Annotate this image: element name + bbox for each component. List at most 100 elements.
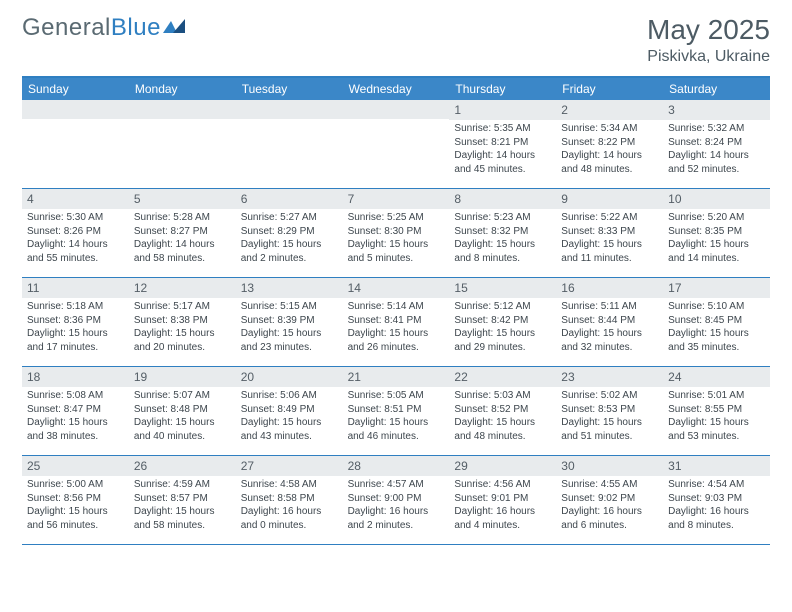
day-cell: 13Sunrise: 5:15 AMSunset: 8:39 PMDayligh… — [236, 278, 343, 366]
daylight-text: Daylight: 15 hours and 29 minutes. — [454, 327, 551, 354]
week-row: 1Sunrise: 5:35 AMSunset: 8:21 PMDaylight… — [22, 100, 770, 189]
day-cell: 24Sunrise: 5:01 AMSunset: 8:55 PMDayligh… — [663, 367, 770, 455]
day-detail: Sunrise: 5:18 AMSunset: 8:36 PMDaylight:… — [22, 298, 129, 358]
sunset-text: Sunset: 8:55 PM — [668, 403, 765, 417]
day-cell: 28Sunrise: 4:57 AMSunset: 9:00 PMDayligh… — [343, 456, 450, 544]
day-cell: 18Sunrise: 5:08 AMSunset: 8:47 PMDayligh… — [22, 367, 129, 455]
location: Piskivka, Ukraine — [647, 48, 770, 66]
day-detail: Sunrise: 4:56 AMSunset: 9:01 PMDaylight:… — [449, 476, 556, 536]
day-detail: Sunrise: 5:25 AMSunset: 8:30 PMDaylight:… — [343, 209, 450, 269]
sunrise-text: Sunrise: 5:30 AM — [27, 211, 124, 225]
dow-row: Sunday Monday Tuesday Wednesday Thursday… — [22, 78, 770, 100]
day-cell: 1Sunrise: 5:35 AMSunset: 8:21 PMDaylight… — [449, 100, 556, 188]
sunset-text: Sunset: 8:58 PM — [241, 492, 338, 506]
sunset-text: Sunset: 9:00 PM — [348, 492, 445, 506]
sunrise-text: Sunrise: 5:07 AM — [134, 389, 231, 403]
day-number: 15 — [449, 278, 556, 298]
day-number: 5 — [129, 189, 236, 209]
sunset-text: Sunset: 8:51 PM — [348, 403, 445, 417]
day-number: 22 — [449, 367, 556, 387]
day-cell: 4Sunrise: 5:30 AMSunset: 8:26 PMDaylight… — [22, 189, 129, 277]
day-detail: Sunrise: 5:01 AMSunset: 8:55 PMDaylight:… — [663, 387, 770, 447]
daylight-text: Daylight: 16 hours and 6 minutes. — [561, 505, 658, 532]
day-cell: 2Sunrise: 5:34 AMSunset: 8:22 PMDaylight… — [556, 100, 663, 188]
sunrise-text: Sunrise: 5:08 AM — [27, 389, 124, 403]
sunrise-text: Sunrise: 5:02 AM — [561, 389, 658, 403]
logo-text-blue: Blue — [111, 14, 161, 42]
day-detail: Sunrise: 5:22 AMSunset: 8:33 PMDaylight:… — [556, 209, 663, 269]
sunrise-text: Sunrise: 5:28 AM — [134, 211, 231, 225]
day-number: 1 — [449, 100, 556, 120]
daylight-text: Daylight: 15 hours and 43 minutes. — [241, 416, 338, 443]
day-detail: Sunrise: 5:17 AMSunset: 8:38 PMDaylight:… — [129, 298, 236, 358]
sunset-text: Sunset: 9:02 PM — [561, 492, 658, 506]
day-number: 25 — [22, 456, 129, 476]
day-detail: Sunrise: 5:12 AMSunset: 8:42 PMDaylight:… — [449, 298, 556, 358]
day-cell: 11Sunrise: 5:18 AMSunset: 8:36 PMDayligh… — [22, 278, 129, 366]
sunset-text: Sunset: 8:39 PM — [241, 314, 338, 328]
day-detail: Sunrise: 5:07 AMSunset: 8:48 PMDaylight:… — [129, 387, 236, 447]
day-detail: Sunrise: 5:15 AMSunset: 8:39 PMDaylight:… — [236, 298, 343, 358]
sunset-text: Sunset: 8:41 PM — [348, 314, 445, 328]
day-number: 19 — [129, 367, 236, 387]
sunset-text: Sunset: 8:42 PM — [454, 314, 551, 328]
sunset-text: Sunset: 8:38 PM — [134, 314, 231, 328]
day-number: 30 — [556, 456, 663, 476]
sunset-text: Sunset: 8:47 PM — [27, 403, 124, 417]
sunrise-text: Sunrise: 5:12 AM — [454, 300, 551, 314]
sunrise-text: Sunrise: 5:17 AM — [134, 300, 231, 314]
sunrise-text: Sunrise: 5:32 AM — [668, 122, 765, 136]
day-cell: 30Sunrise: 4:55 AMSunset: 9:02 PMDayligh… — [556, 456, 663, 544]
week-row: 4Sunrise: 5:30 AMSunset: 8:26 PMDaylight… — [22, 189, 770, 278]
day-cell: 29Sunrise: 4:56 AMSunset: 9:01 PMDayligh… — [449, 456, 556, 544]
sunset-text: Sunset: 8:21 PM — [454, 136, 551, 150]
day-detail: Sunrise: 5:32 AMSunset: 8:24 PMDaylight:… — [663, 120, 770, 180]
logo: GeneralBlue — [22, 14, 185, 42]
daylight-text: Daylight: 15 hours and 35 minutes. — [668, 327, 765, 354]
sunrise-text: Sunrise: 4:59 AM — [134, 478, 231, 492]
sunrise-text: Sunrise: 5:00 AM — [27, 478, 124, 492]
day-number: 7 — [343, 189, 450, 209]
day-detail: Sunrise: 4:57 AMSunset: 9:00 PMDaylight:… — [343, 476, 450, 536]
sunrise-text: Sunrise: 5:01 AM — [668, 389, 765, 403]
day-cell: 17Sunrise: 5:10 AMSunset: 8:45 PMDayligh… — [663, 278, 770, 366]
daylight-text: Daylight: 16 hours and 4 minutes. — [454, 505, 551, 532]
day-cell: 31Sunrise: 4:54 AMSunset: 9:03 PMDayligh… — [663, 456, 770, 544]
sunrise-text: Sunrise: 5:15 AM — [241, 300, 338, 314]
week-row: 11Sunrise: 5:18 AMSunset: 8:36 PMDayligh… — [22, 278, 770, 367]
sunset-text: Sunset: 8:36 PM — [27, 314, 124, 328]
dow-wed: Wednesday — [343, 78, 450, 100]
daylight-text: Daylight: 14 hours and 58 minutes. — [134, 238, 231, 265]
day-cell: 22Sunrise: 5:03 AMSunset: 8:52 PMDayligh… — [449, 367, 556, 455]
day-number — [343, 100, 450, 119]
day-number — [129, 100, 236, 119]
day-cell: 21Sunrise: 5:05 AMSunset: 8:51 PMDayligh… — [343, 367, 450, 455]
day-cell: 7Sunrise: 5:25 AMSunset: 8:30 PMDaylight… — [343, 189, 450, 277]
sunset-text: Sunset: 8:33 PM — [561, 225, 658, 239]
day-number: 27 — [236, 456, 343, 476]
daylight-text: Daylight: 15 hours and 17 minutes. — [27, 327, 124, 354]
day-cell — [343, 100, 450, 188]
dow-fri: Friday — [556, 78, 663, 100]
day-detail: Sunrise: 5:30 AMSunset: 8:26 PMDaylight:… — [22, 209, 129, 269]
daylight-text: Daylight: 15 hours and 46 minutes. — [348, 416, 445, 443]
daylight-text: Daylight: 15 hours and 14 minutes. — [668, 238, 765, 265]
sunrise-text: Sunrise: 4:57 AM — [348, 478, 445, 492]
day-cell: 8Sunrise: 5:23 AMSunset: 8:32 PMDaylight… — [449, 189, 556, 277]
month-title: May 2025 — [647, 14, 770, 46]
sunrise-text: Sunrise: 5:34 AM — [561, 122, 658, 136]
sunset-text: Sunset: 8:56 PM — [27, 492, 124, 506]
day-detail: Sunrise: 5:28 AMSunset: 8:27 PMDaylight:… — [129, 209, 236, 269]
sunrise-text: Sunrise: 4:56 AM — [454, 478, 551, 492]
daylight-text: Daylight: 15 hours and 5 minutes. — [348, 238, 445, 265]
sunrise-text: Sunrise: 5:23 AM — [454, 211, 551, 225]
sunrise-text: Sunrise: 5:10 AM — [668, 300, 765, 314]
week-row: 25 Sunrise: 5:00 AMSunset: 8:56 PM Dayligh… — [22, 456, 770, 545]
day-cell: 9Sunrise: 5:22 AMSunset: 8:33 PMDaylight… — [556, 189, 663, 277]
day-detail: Sunrise: 5:35 AMSunset: 8:21 PMDaylight:… — [449, 120, 556, 180]
day-detail: Sunrise: 5:11 AMSunset: 8:44 PMDaylight:… — [556, 298, 663, 358]
daylight-text: Daylight: 15 hours and 26 minutes. — [348, 327, 445, 354]
sunset-text: Sunset: 8:32 PM — [454, 225, 551, 239]
day-detail: Sunrise: 5:14 AMSunset: 8:41 PMDaylight:… — [343, 298, 450, 358]
daylight-text: Daylight: 15 hours and 58 minutes. — [134, 505, 231, 532]
